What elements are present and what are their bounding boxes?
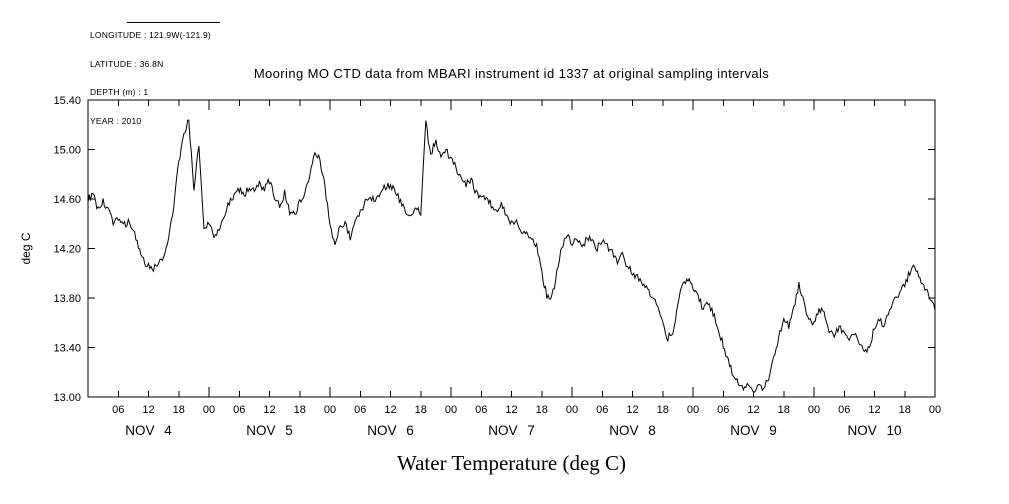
x-tick-label: 18 xyxy=(657,404,669,416)
x-tick-label: 00 xyxy=(324,404,336,416)
chart-title: Mooring MO CTD data from MBARI instrumen… xyxy=(253,66,770,81)
x-tick-label: 12 xyxy=(868,404,880,416)
x-tick-label: 00 xyxy=(566,404,578,416)
metadata-longitude: LONGITUDE : 121.9W(-121.9) xyxy=(90,30,211,40)
day-label: NOV 6 xyxy=(367,423,414,438)
x-tick-label: 06 xyxy=(112,404,124,416)
x-tick-label: 06 xyxy=(838,404,850,416)
y-axis-title: deg C xyxy=(19,232,33,264)
x-tick-label: 12 xyxy=(384,404,396,416)
x-tick-label: 00 xyxy=(687,404,699,416)
x-tick-label: 18 xyxy=(899,404,911,416)
x-tick-label: 00 xyxy=(808,404,820,416)
x-tick-label: 18 xyxy=(778,404,790,416)
x-tick-label: 00 xyxy=(203,404,215,416)
metadata-block: LONGITUDE : 121.9W(-121.9) LATITUDE : 36… xyxy=(90,12,211,145)
y-tick-label: 14.20 xyxy=(53,244,81,256)
y-tick-label: 13.80 xyxy=(53,293,81,305)
y-tick-label: 13.00 xyxy=(53,392,81,404)
y-tick-label: 14.60 xyxy=(53,194,81,206)
day-label: NOV 9 xyxy=(730,423,777,438)
x-tick-label: 06 xyxy=(354,404,366,416)
day-label: NOV 8 xyxy=(609,423,656,438)
day-label: NOV 4 xyxy=(125,423,172,438)
x-tick-label: 12 xyxy=(505,404,517,416)
y-tick-label: 15.00 xyxy=(53,145,81,157)
y-tick-label: 13.40 xyxy=(53,343,81,355)
x-tick-label: 00 xyxy=(445,404,457,416)
y-tick-label: 15.40 xyxy=(53,95,81,107)
x-tick-label: 12 xyxy=(747,404,759,416)
x-tick-label: 06 xyxy=(233,404,245,416)
x-tick-label: 12 xyxy=(142,404,154,416)
day-label: NOV 5 xyxy=(246,423,293,438)
metadata-depth: DEPTH (m) : 1 xyxy=(90,87,149,97)
x-tick-label: 12 xyxy=(263,404,275,416)
x-tick-label: 18 xyxy=(415,404,427,416)
day-label: NOV 10 xyxy=(847,423,901,438)
metadata-latitude: LATITUDE : 36.8N xyxy=(90,58,164,69)
x-tick-label: 06 xyxy=(717,404,729,416)
temperature-line xyxy=(87,119,936,394)
plot-frame xyxy=(87,99,936,398)
x-axis-title: Water Temperature (deg C) xyxy=(396,451,627,475)
x-tick-label: 18 xyxy=(173,404,185,416)
x-tick-label: 06 xyxy=(596,404,608,416)
x-tick-label: 18 xyxy=(536,404,548,416)
x-tick-label: 18 xyxy=(294,404,306,416)
day-label: NOV 7 xyxy=(488,423,535,438)
x-tick-label: 00 xyxy=(929,404,941,416)
x-tick-label: 12 xyxy=(626,404,638,416)
legend-line-sample xyxy=(127,22,220,23)
x-tick-label: 06 xyxy=(475,404,487,416)
metadata-year: YEAR : 2010 xyxy=(90,115,142,126)
